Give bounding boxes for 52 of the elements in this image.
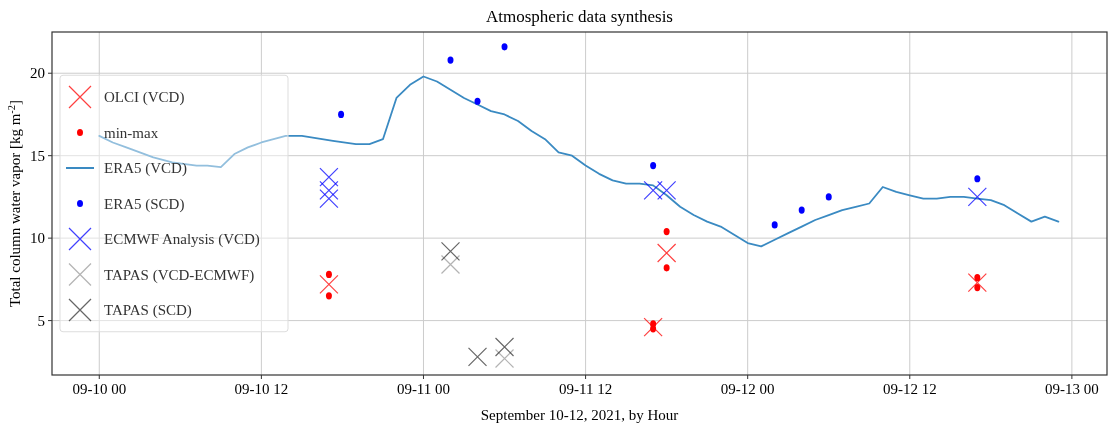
point	[825, 193, 832, 201]
point	[319, 188, 339, 209]
point	[657, 180, 677, 200]
y-tick-label: 5	[37, 312, 45, 329]
point	[974, 274, 981, 282]
x-tick-label: 09-12 00	[720, 381, 775, 397]
point	[447, 56, 454, 64]
point	[798, 206, 805, 214]
y-tick-label: 15	[30, 147, 45, 164]
point	[967, 187, 987, 207]
x-tick-label: 09-11 00	[396, 381, 451, 397]
point	[663, 264, 670, 272]
point	[643, 317, 663, 337]
x-axis-title: September 10-12, 2021, by Hour	[480, 407, 679, 423]
x-tick-label: 09-10 00	[72, 381, 127, 397]
point	[338, 110, 345, 119]
point	[663, 227, 670, 236]
point	[494, 337, 515, 357]
legend-label: OLCI (VCD)	[104, 89, 185, 106]
point	[467, 347, 488, 367]
line-series	[98, 75, 1060, 248]
point	[319, 274, 339, 294]
legend-label: ERA5 (VCD)	[104, 160, 187, 177]
legend-label: min-max	[104, 124, 159, 141]
point	[319, 180, 339, 200]
point	[643, 180, 663, 200]
chart-title: Atmospheric data synthesis	[486, 7, 673, 26]
point	[501, 43, 508, 51]
legend-label: TAPAS (VCD-ECMWF)	[104, 266, 255, 284]
point	[657, 243, 677, 263]
point	[325, 270, 332, 279]
x-tick-label: 09-13 00	[1045, 381, 1099, 397]
point	[771, 221, 778, 229]
point	[474, 97, 481, 105]
y-tick-label: 10	[30, 230, 45, 247]
y-tick-label: 20	[30, 65, 45, 82]
x-tick-label: 09-10 12	[234, 381, 289, 397]
point	[650, 325, 657, 333]
point	[325, 292, 332, 300]
point	[967, 273, 987, 293]
x-tick-label: 09-12 12	[882, 381, 937, 397]
legend-label: ECMWF Analysis (VCD)	[104, 231, 260, 248]
point	[440, 254, 461, 275]
point	[974, 284, 981, 292]
legend-label: TAPAS (SCD)	[104, 302, 192, 319]
legend-label: ERA5 (SCD)	[104, 195, 185, 213]
point	[494, 348, 515, 369]
point	[650, 161, 657, 170]
point	[974, 175, 981, 183]
point	[319, 167, 339, 187]
x-tick-label: 09-11 12	[558, 381, 613, 397]
point	[440, 241, 461, 261]
